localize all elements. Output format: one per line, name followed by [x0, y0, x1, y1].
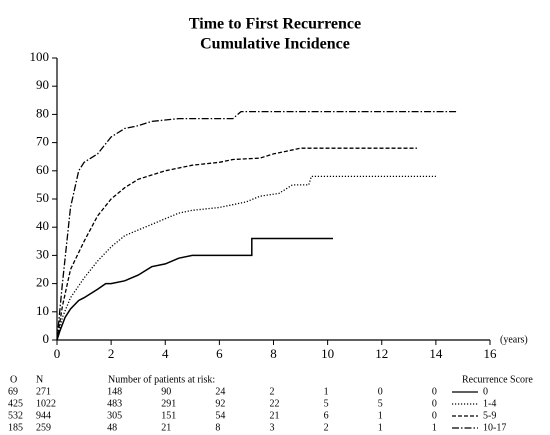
x-tick-label: 8 [270, 346, 277, 361]
table-cell: 90 [161, 386, 171, 397]
y-tick-label: 0 [43, 331, 50, 346]
table-cell: 2 [270, 386, 275, 397]
table-cell: 3 [270, 422, 275, 433]
x-axis-label: (years) [500, 334, 528, 345]
table-cell: 22 [270, 398, 280, 409]
x-tick-label: 0 [54, 346, 61, 361]
table-cell: 483 [107, 398, 122, 409]
table-cell: 5 [378, 398, 383, 409]
y-tick-label: 50 [36, 190, 49, 205]
table-cell: 1 [324, 386, 329, 397]
legend-label: 10-17 [483, 422, 506, 433]
y-tick-label: 40 [36, 218, 49, 233]
table-cell: 259 [36, 422, 51, 433]
x-tick-label: 2 [108, 346, 115, 361]
table-cell: 1 [378, 422, 383, 433]
table-cell: 425 [8, 398, 23, 409]
table-cell: 1 [378, 410, 383, 421]
table-cell: 305 [107, 410, 122, 421]
y-tick-label: 80 [36, 105, 49, 120]
table-cell: 24 [215, 386, 225, 397]
y-tick-label: 10 [36, 303, 49, 318]
chart-subtitle: Cumulative Incidence [200, 36, 350, 53]
legend-label: 5-9 [483, 410, 496, 421]
table-cell: 0 [432, 410, 437, 421]
table-header: N [36, 374, 43, 385]
table-cell: 1022 [36, 398, 56, 409]
series-line [56, 175, 436, 341]
table-header: Number of patients at risk: [108, 374, 215, 385]
x-tick-label: 12 [375, 346, 388, 361]
table-header: O [10, 374, 17, 385]
x-tick-label: 6 [216, 346, 223, 361]
table-cell: 21 [161, 422, 171, 433]
table-cell: 8 [215, 422, 220, 433]
y-tick-label: 30 [36, 246, 49, 261]
table-cell: 151 [161, 410, 176, 421]
table-cell: 185 [8, 422, 23, 433]
table-cell: 48 [107, 422, 117, 433]
table-cell: 0 [378, 386, 383, 397]
x-tick-label: 4 [162, 346, 169, 361]
table-cell: 21 [270, 410, 280, 421]
series-line [56, 237, 333, 341]
chart-title: Time to First Recurrence [189, 16, 361, 33]
table-cell: 148 [107, 386, 122, 397]
series-line [56, 147, 417, 341]
x-tick-label: 14 [429, 346, 443, 361]
y-tick-label: 20 [36, 275, 49, 290]
y-tick-label: 70 [36, 134, 49, 149]
table-cell: 1 [432, 422, 437, 433]
legend-label: 0 [483, 386, 488, 397]
y-tick-label: 90 [36, 77, 49, 92]
table-cell: 532 [8, 410, 23, 421]
table-cell: 0 [432, 386, 437, 397]
table-cell: 5 [324, 398, 329, 409]
series-line [56, 110, 458, 341]
legend-title: Recurrence Score [462, 374, 533, 385]
table-cell: 2 [324, 422, 329, 433]
table-cell: 6 [324, 410, 329, 421]
y-tick-label: 100 [30, 49, 50, 64]
table-cell: 944 [36, 410, 51, 421]
table-cell: 69 [8, 386, 18, 397]
table-cell: 0 [432, 398, 437, 409]
legend-label: 1-4 [483, 398, 496, 409]
table-cell: 92 [215, 398, 225, 409]
table-cell: 271 [36, 386, 51, 397]
x-tick-label: 16 [484, 346, 498, 361]
x-tick-label: 10 [321, 346, 334, 361]
y-tick-label: 60 [36, 162, 49, 177]
table-cell: 54 [215, 410, 225, 421]
table-cell: 291 [161, 398, 176, 409]
